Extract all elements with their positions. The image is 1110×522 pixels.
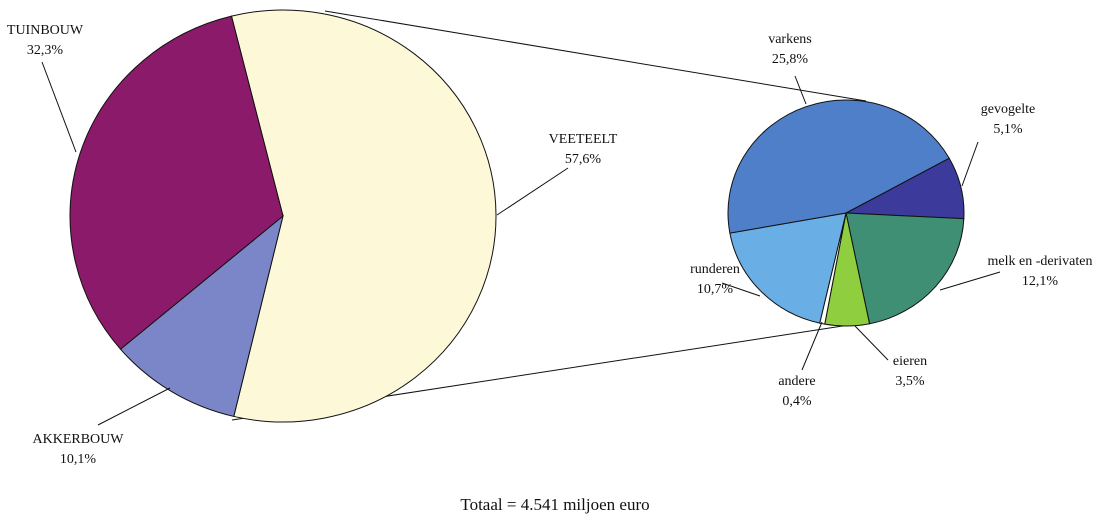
leader-line <box>961 141 979 187</box>
slice-label: varkens <box>768 32 812 47</box>
leader-line <box>41 61 77 153</box>
slice-label: AKKERBOUW <box>33 432 125 447</box>
leader-line <box>939 271 1001 291</box>
slice-label: VEETEELT <box>549 132 618 147</box>
slice-label: runderen <box>690 262 740 277</box>
slice-label: melk en -derivaten <box>988 254 1093 269</box>
leader-line <box>97 387 171 426</box>
leader-line <box>854 325 889 361</box>
leader-line <box>794 75 807 105</box>
leader-line <box>801 321 823 371</box>
pie-slice <box>727 99 950 234</box>
slice-value-label: 12,1% <box>1022 274 1059 289</box>
leader-line <box>496 167 569 216</box>
leader-line <box>721 282 761 297</box>
slice-value-label: 25,8% <box>772 52 809 67</box>
pie-slice <box>230 9 497 423</box>
slice-value-label: 5,1% <box>993 122 1023 137</box>
slice-value-label: 10,7% <box>697 282 734 297</box>
slice-value-label: 57,6% <box>565 152 602 167</box>
pie-slice <box>119 214 284 418</box>
slice-label: eieren <box>893 354 927 369</box>
slice-label: gevogelte <box>981 102 1035 117</box>
pie-slice <box>69 15 284 350</box>
pie-slice <box>729 212 847 324</box>
slice-value-label: 32,3% <box>27 43 64 58</box>
footer: Totaal = 4.541 miljoen euro <box>460 495 649 514</box>
pie-slice <box>845 212 965 325</box>
slice-value-label: 0,4% <box>782 394 812 409</box>
slice-label: andere <box>778 374 815 389</box>
slice-label: TUINBOUW <box>7 23 84 38</box>
slice-value-label: 10,1% <box>60 452 97 467</box>
slice-value-label: 3,5% <box>895 374 925 389</box>
connector-line <box>324 10 867 102</box>
